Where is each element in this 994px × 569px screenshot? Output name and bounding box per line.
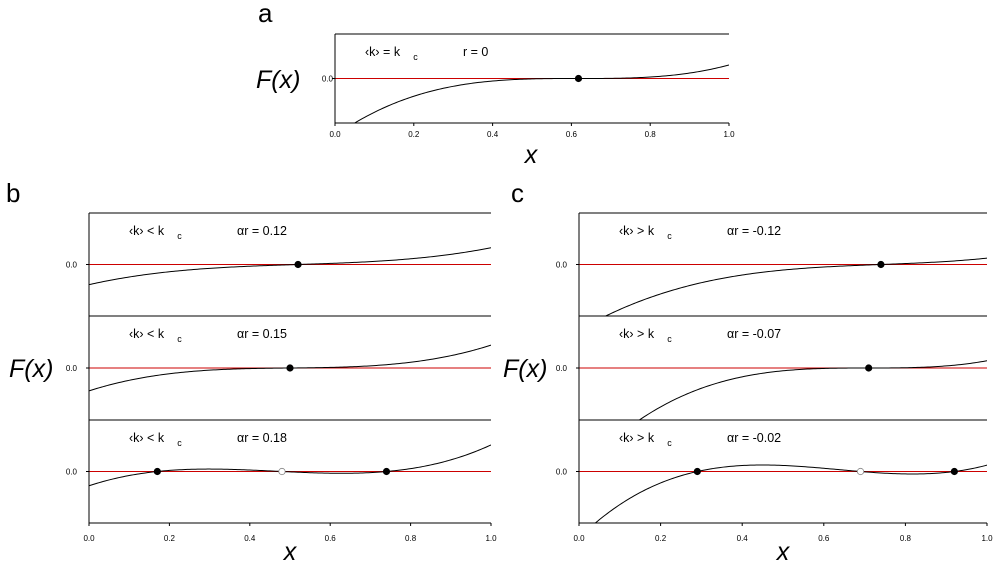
annotation-k-sub: c	[667, 438, 672, 448]
x-tick-label: 1.0	[981, 534, 993, 543]
y-tick-label: 0.0	[66, 261, 78, 270]
x-tick-label: 0.6	[566, 130, 578, 139]
series-line	[89, 247, 491, 286]
x-tick-label: 0.8	[405, 534, 417, 543]
annotation-k: ‹k› < k	[129, 224, 165, 238]
x-tick-label: 0.0	[83, 534, 95, 543]
annotation-k-sub: c	[667, 334, 672, 344]
annotation-k-sub: c	[667, 231, 672, 241]
y-tick-label: 0.0	[66, 468, 78, 477]
series-line	[89, 444, 491, 487]
x-tick-label: 0.4	[737, 534, 749, 543]
panel-a: a F(x) x 0.0 ‹k› = k c r = 0 0.0 0.2 0.4 0.6 0.8 1.0	[256, 0, 735, 169]
y-tick-label: 0.0	[556, 364, 568, 373]
subplot-a-1: 0.0 ‹k› = k c r = 0 0.0 0.2 0.4 0.6 0.8 1.0	[322, 33, 735, 139]
panel-letter: c	[511, 178, 524, 208]
x-axis-label: x	[283, 538, 298, 566]
x-tick-label: 0.4	[244, 534, 256, 543]
stable-fixed-point	[286, 364, 294, 372]
subplot-b-1: 0.0 ‹k› < k c αr = 0.12	[66, 212, 491, 317]
subplot-b-3: 0.0 ‹k› < k c αr = 0.18 0.0 0.2 0.4 0.6 0.8 1.0	[66, 420, 497, 543]
annotation-param: αr = -0.07	[727, 327, 781, 341]
series-line	[638, 360, 987, 420]
x-tick-label: 0.2	[408, 130, 420, 139]
annotation-k-sub: c	[177, 231, 182, 241]
y-tick-label: 0.0	[66, 364, 78, 373]
subplot-b-2: 0.0 ‹k› < k c αr = 0.15	[66, 316, 491, 421]
annotation-k: ‹k› = k	[365, 45, 401, 59]
unstable-fixed-point	[278, 467, 286, 476]
annotation-k: ‹k› > k	[619, 224, 655, 238]
annotation-param: αr = -0.12	[727, 224, 781, 238]
series-line	[353, 64, 729, 123]
y-axis-label: F(x)	[9, 355, 53, 383]
x-tick-label: 0.4	[487, 130, 499, 139]
annotation-k-sub: c	[413, 52, 418, 62]
annotation-k: ‹k› > k	[619, 327, 655, 341]
series-line	[604, 257, 987, 316]
y-tick-label: 0.0	[322, 75, 334, 84]
x-tick-label: 0.8	[645, 130, 657, 139]
y-tick-label: 0.0	[556, 261, 568, 270]
y-tick-label: 0.0	[556, 468, 568, 477]
series-line	[594, 464, 987, 523]
annotation-param: r = 0	[463, 45, 488, 59]
panel-letter: b	[6, 178, 20, 208]
subplot-c-3: 0.0 ‹k› > k c αr = -0.02 0.0 0.2 0.4 0.6 0.8 1.0	[556, 420, 993, 543]
subplot-c-2: 0.0 ‹k› > k c αr = -0.07	[556, 316, 987, 421]
stable-fixed-point	[865, 364, 873, 372]
x-tick-label: 0.0	[329, 130, 341, 139]
panel-letter: a	[258, 0, 273, 28]
x-tick-label: 0.0	[573, 534, 585, 543]
y-axis-label: F(x)	[256, 66, 300, 94]
x-axis-label: x	[524, 141, 539, 169]
annotation-k: ‹k› < k	[129, 431, 165, 445]
stable-fixed-point	[574, 74, 583, 83]
annotation-k-sub: c	[177, 438, 182, 448]
stable-fixed-point	[153, 467, 161, 476]
annotation-k-sub: c	[177, 334, 182, 344]
x-tick-label: 1.0	[723, 130, 735, 139]
subplot-c-1: 0.0 ‹k› > k c αr = -0.12	[556, 212, 987, 317]
x-axis-label: x	[776, 538, 791, 566]
stable-fixed-point	[877, 260, 885, 269]
unstable-fixed-point	[856, 467, 865, 476]
x-tick-label: 0.6	[325, 534, 337, 543]
y-axis-label: F(x)	[503, 355, 547, 383]
stable-fixed-point	[950, 467, 958, 476]
annotation-k: ‹k› > k	[619, 431, 655, 445]
x-tick-label: 0.6	[818, 534, 830, 543]
x-tick-label: 0.8	[900, 534, 912, 543]
stable-fixed-point	[294, 260, 302, 269]
panel-c: c F(x) x 0.0 ‹k› > k c αr = -0.12 0.0 ‹k› > k c αr…	[503, 178, 993, 566]
x-tick-label: 0.2	[164, 534, 176, 543]
stable-fixed-point	[693, 467, 701, 476]
annotation-param: αr = 0.15	[237, 327, 287, 341]
panel-b: b F(x) x 0.0 ‹k› < k c αr = 0.12 0.0 ‹k› < k c αr …	[6, 178, 497, 566]
annotation-k: ‹k› < k	[129, 327, 165, 341]
annotation-param: αr = 0.18	[237, 431, 287, 445]
annotation-param: αr = -0.02	[727, 431, 781, 445]
x-tick-label: 1.0	[485, 534, 497, 543]
stable-fixed-point	[382, 467, 391, 476]
x-tick-label: 0.2	[655, 534, 667, 543]
annotation-param: αr = 0.12	[237, 224, 287, 238]
